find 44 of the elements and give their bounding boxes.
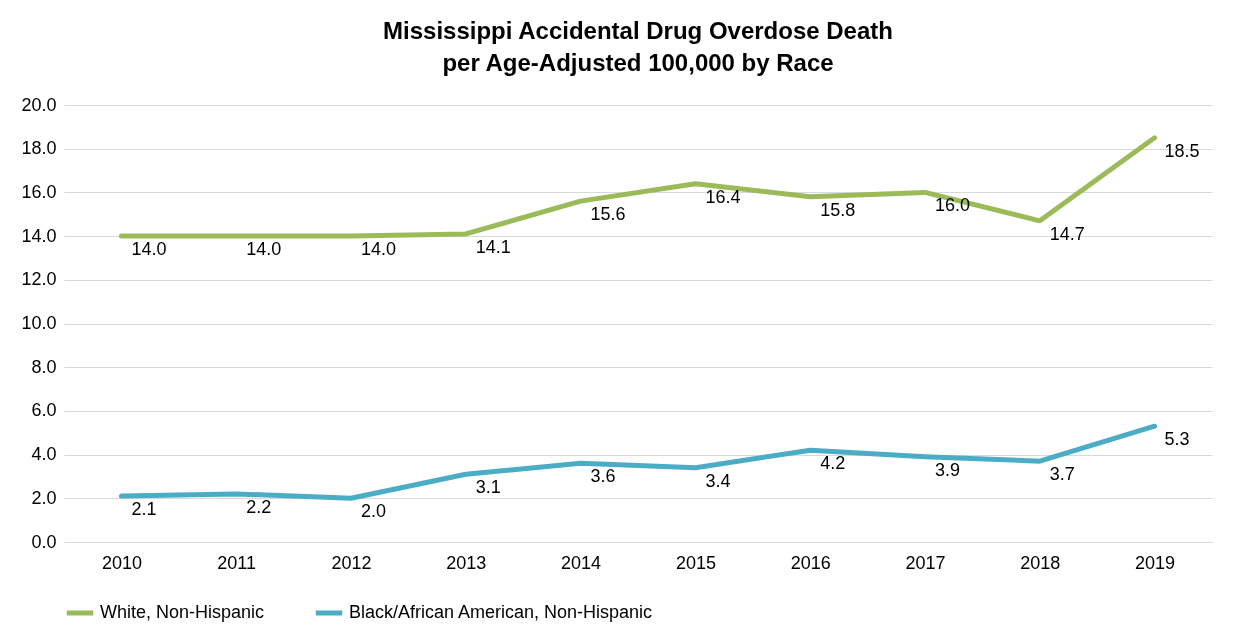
y-tick-label: 6.0 (31, 400, 57, 421)
data-label: 16.4 (705, 186, 741, 207)
chart-title: Mississippi Accidental Drug Overdose Death per Age-Adjusted 100,000 by Race (383, 17, 893, 76)
x-tick-label: 2016 (790, 552, 831, 573)
y-tick-label: 20.0 (21, 94, 57, 115)
data-label: 3.4 (705, 470, 731, 491)
data-label: 2.2 (246, 496, 272, 517)
legend-label: Black/African American, Non-Hispanic (349, 602, 653, 622)
x-tick-label: 2011 (217, 552, 257, 573)
y-tick-label: 14.0 (21, 225, 57, 246)
y-tick-label: 4.0 (31, 444, 57, 465)
x-tick-label: 2017 (905, 552, 946, 573)
data-label: 14.0 (361, 239, 397, 260)
data-label: 15.6 (590, 204, 626, 225)
data-label: 14.7 (1049, 223, 1085, 244)
y-tick-label: 2.0 (31, 487, 57, 508)
data-label: 3.1 (475, 477, 501, 498)
x-tick-label: 2019 (1135, 552, 1176, 573)
y-tick-label: 16.0 (21, 181, 57, 202)
data-label: 16.0 (935, 195, 971, 216)
y-tick-label: 12.0 (21, 269, 57, 290)
data-label: 3.7 (1049, 464, 1075, 485)
x-tick-label: 2010 (101, 552, 142, 573)
y-tick-label: 10.0 (21, 313, 57, 333)
data-label: 14.1 (475, 236, 511, 257)
x-tick-label: 2012 (331, 552, 372, 573)
y-tick-label: 18.0 (21, 138, 57, 159)
x-tick-label: 2013 (446, 552, 487, 573)
data-label: 14.0 (131, 239, 167, 260)
data-label: 14.0 (246, 239, 282, 260)
data-label: 3.9 (935, 459, 961, 480)
data-label: 2.1 (131, 499, 157, 520)
data-label: 4.2 (820, 453, 846, 474)
x-tick-label: 2018 (1020, 552, 1061, 573)
data-label: 2.0 (361, 501, 387, 522)
y-tick-label: 8.0 (31, 356, 57, 377)
data-label: 5.3 (1164, 429, 1190, 450)
data-label: 18.5 (1164, 140, 1200, 161)
x-tick-label: 2015 (675, 552, 716, 573)
y-tick-label: 0.0 (31, 531, 57, 552)
x-tick-label: 2014 (561, 552, 602, 573)
data-label: 15.8 (820, 199, 856, 220)
data-label: 3.6 (590, 466, 616, 487)
legend-label: White, Non-Hispanic (100, 602, 265, 622)
